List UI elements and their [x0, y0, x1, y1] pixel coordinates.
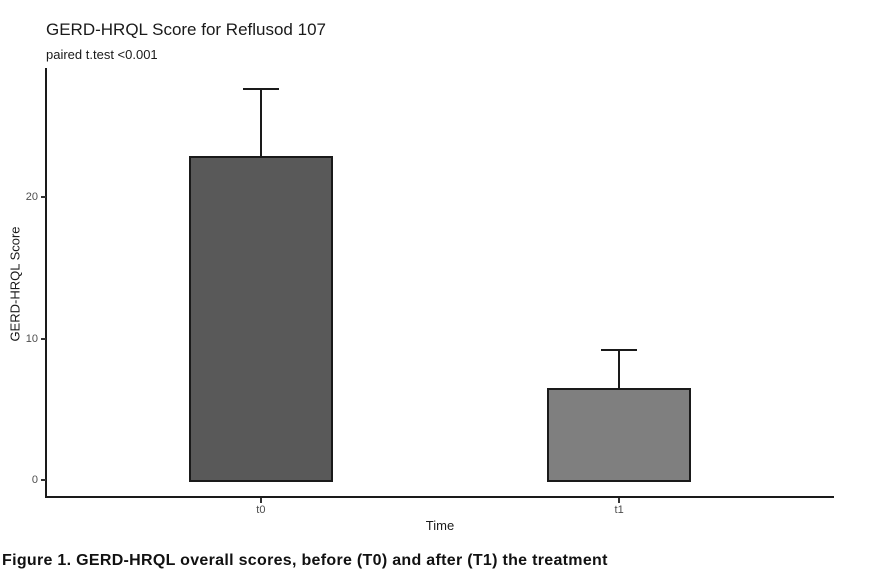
error-bar-line-t0 — [259, 89, 262, 156]
y-tick-label: 10 — [25, 332, 38, 345]
y-tick-label: 20 — [25, 191, 38, 203]
x-tick-label-t1: t1 — [614, 504, 624, 516]
y-tick-mark — [41, 196, 46, 198]
error-bar-cap-t0 — [242, 88, 279, 91]
error-bar-cap-t1 — [601, 348, 638, 351]
figure-caption: Figure 1. GERD-HRQL overall scores, befo… — [2, 552, 608, 569]
chart-title: GERD-HRQL Score for Reflusod 107 — [46, 20, 326, 39]
plot-panel-axes — [45, 68, 834, 498]
y-tick-label: 0 — [31, 474, 38, 486]
x-tick-label-t0: t0 — [256, 504, 266, 516]
bar-t0 — [188, 155, 333, 482]
error-bar-line-t1 — [618, 349, 621, 389]
y-tick-mark — [41, 479, 46, 481]
x-axis-title: Time — [425, 518, 455, 533]
chart-subtitle: paired t.test <0.001 — [46, 47, 158, 62]
bar-t1 — [547, 388, 692, 482]
y-axis-title: GERD-HRQL Score — [7, 226, 23, 342]
x-tick-mark-t0 — [259, 498, 262, 503]
y-tick-mark — [41, 337, 46, 340]
x-tick-mark-t1 — [618, 498, 621, 503]
